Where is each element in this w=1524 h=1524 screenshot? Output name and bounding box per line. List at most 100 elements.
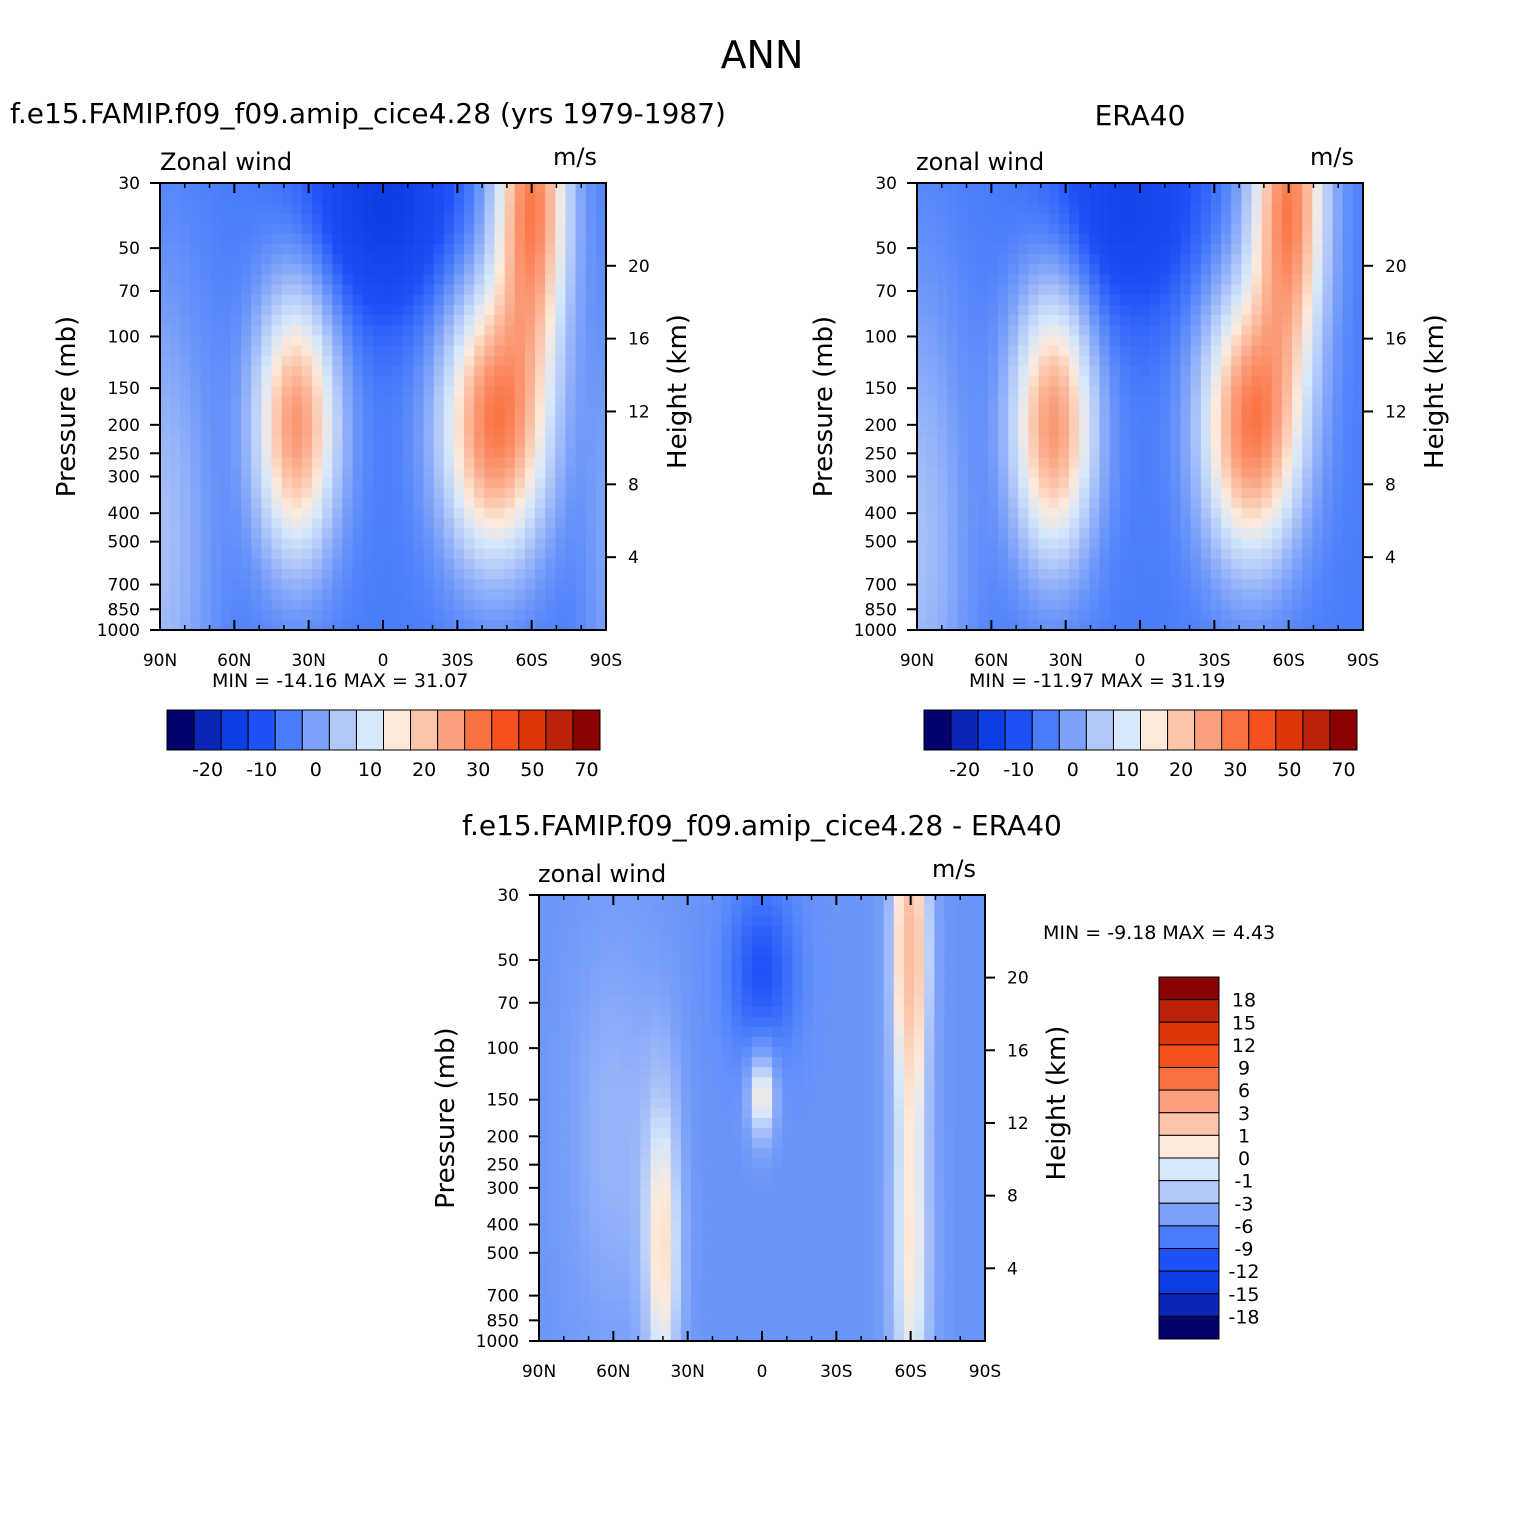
field-cell bbox=[393, 315, 404, 326]
field-cell bbox=[569, 1178, 581, 1190]
field-cell bbox=[640, 986, 652, 997]
field-cell bbox=[1281, 558, 1293, 570]
field-cell bbox=[1352, 284, 1364, 296]
field-cell bbox=[711, 1249, 723, 1261]
field-cell bbox=[1028, 325, 1040, 336]
field-cell bbox=[1180, 619, 1192, 631]
field-cell bbox=[160, 518, 171, 530]
field-cell bbox=[1281, 396, 1293, 408]
field-cell bbox=[352, 467, 364, 479]
field-cell bbox=[271, 284, 283, 296]
field-cell bbox=[464, 569, 475, 580]
y-tick-label: 100 bbox=[865, 327, 897, 347]
field-cell bbox=[271, 508, 283, 519]
field-cell bbox=[464, 619, 475, 631]
field-cell bbox=[721, 1036, 733, 1048]
field-cell bbox=[352, 223, 364, 235]
field-cell bbox=[1028, 386, 1040, 397]
field-cell bbox=[977, 406, 989, 418]
field-cell bbox=[957, 548, 969, 560]
field-cell bbox=[1221, 477, 1232, 489]
field-cell bbox=[1271, 416, 1283, 428]
field-cell bbox=[281, 396, 293, 408]
y2-tick-label: 4 bbox=[628, 548, 639, 568]
field-cell bbox=[1150, 376, 1161, 387]
field-cell bbox=[1231, 589, 1242, 601]
field-cell bbox=[1281, 213, 1293, 225]
field-cell bbox=[291, 558, 303, 570]
panel-a-plot: 90N 60N 30N 0 30S 60S 90S305070100150200250300… bbox=[52, 174, 693, 671]
field-cell bbox=[484, 304, 496, 316]
field-cell bbox=[1129, 416, 1141, 428]
field-cell bbox=[701, 1199, 712, 1210]
field-cell bbox=[413, 467, 425, 479]
field-cell bbox=[494, 538, 506, 550]
field-cell bbox=[1190, 284, 1202, 296]
field-cell bbox=[464, 406, 475, 418]
field-cell bbox=[484, 243, 496, 255]
field-cell bbox=[1048, 325, 1060, 336]
field-cell bbox=[711, 925, 723, 937]
field-cell bbox=[650, 1320, 662, 1332]
field-cell bbox=[987, 203, 999, 215]
field-cell bbox=[680, 976, 692, 987]
field-cell bbox=[1028, 223, 1040, 235]
field-cell bbox=[1332, 294, 1344, 306]
field-cell bbox=[1079, 264, 1090, 276]
field-cell bbox=[987, 396, 999, 408]
field-cell bbox=[301, 183, 313, 194]
field-cell bbox=[241, 579, 252, 590]
field-cell bbox=[1079, 528, 1090, 540]
field-cell bbox=[1322, 243, 1334, 255]
field-cell bbox=[1292, 213, 1303, 225]
field-cell bbox=[711, 1239, 723, 1251]
field-cell bbox=[1241, 193, 1253, 204]
field-cell bbox=[180, 599, 192, 611]
field-cell bbox=[609, 1118, 621, 1129]
field-cell bbox=[433, 609, 445, 621]
field-cell bbox=[210, 436, 222, 448]
field-cell bbox=[241, 233, 252, 245]
field-cell bbox=[312, 213, 323, 225]
field-cell bbox=[1190, 457, 1202, 469]
field-cell bbox=[1008, 386, 1019, 397]
field-cell bbox=[1018, 406, 1030, 418]
field-cell bbox=[1099, 416, 1111, 428]
y-tick-label: 250 bbox=[865, 444, 897, 464]
field-cell bbox=[1352, 599, 1364, 611]
field-cell bbox=[180, 467, 192, 479]
field-cell bbox=[484, 447, 496, 458]
field-cell bbox=[413, 538, 425, 550]
field-cell bbox=[535, 457, 546, 469]
field-cell bbox=[1089, 406, 1101, 418]
field-cell bbox=[342, 264, 354, 276]
field-cell bbox=[701, 955, 712, 967]
field-cell bbox=[585, 386, 597, 397]
colorbar-swatch bbox=[328, 709, 357, 751]
field-cell bbox=[423, 386, 435, 397]
field-cell bbox=[1028, 376, 1040, 387]
field-cell bbox=[230, 447, 242, 458]
field-cell bbox=[271, 426, 283, 438]
field-cell bbox=[443, 376, 455, 387]
field-cell bbox=[251, 223, 262, 235]
field-cell bbox=[1312, 274, 1324, 286]
field-cell bbox=[545, 294, 556, 306]
field-cell bbox=[595, 477, 607, 489]
field-cell bbox=[393, 304, 404, 316]
field-cell bbox=[1302, 345, 1313, 357]
field-cell bbox=[967, 325, 979, 336]
field-cell bbox=[271, 487, 283, 499]
field-cell bbox=[535, 183, 546, 194]
field-cell bbox=[362, 304, 374, 316]
field-cell bbox=[957, 538, 969, 550]
field-cell bbox=[569, 1047, 581, 1058]
field-cell bbox=[1332, 406, 1344, 418]
field-cell bbox=[1271, 508, 1283, 519]
field-cell bbox=[670, 1016, 682, 1028]
field-cell bbox=[957, 355, 969, 367]
field-cell bbox=[342, 335, 354, 347]
field-cell bbox=[342, 223, 354, 235]
field-cell bbox=[1160, 355, 1172, 367]
field-cell bbox=[170, 335, 181, 347]
